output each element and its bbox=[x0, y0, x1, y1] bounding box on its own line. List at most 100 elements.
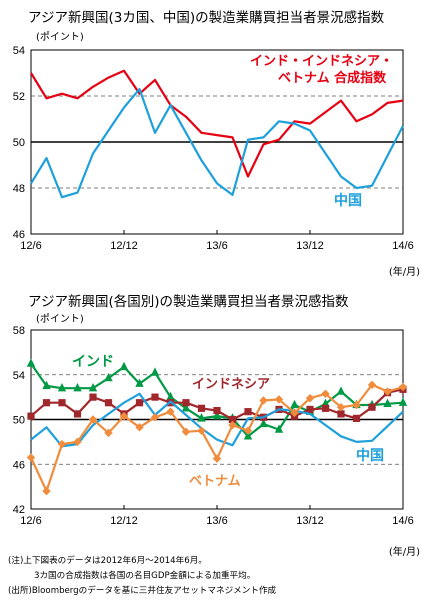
chart1-ytick: 48 bbox=[13, 183, 25, 195]
chart2-series-3-point bbox=[166, 407, 175, 416]
chart1-title: アジア新興国(3カ国、中国)の製造業購買担当者景況感指数 bbox=[28, 10, 385, 26]
chart2-series-0-point bbox=[104, 372, 113, 382]
chart1-plot: 46 48 50 52 54 12/6 12/12 13/6 13/12 14/6 インド・インドネ… bbox=[13, 45, 414, 252]
chart2-series-3-point bbox=[228, 420, 237, 430]
note-source: (出所)Bloombergのデータを基に三井住友アセットマネジメント作成 bbox=[8, 586, 277, 596]
chart1-xtick: 14/6 bbox=[392, 240, 413, 252]
chart2-series-0-point bbox=[383, 398, 392, 408]
chart2-series-3-point bbox=[135, 423, 144, 432]
chart2-series-1-point bbox=[89, 393, 97, 401]
chart2-xtick: 12/12 bbox=[110, 515, 138, 527]
chart2-label-indonesia: インドネシア bbox=[192, 377, 270, 392]
chart1-label-china: 中国 bbox=[334, 192, 362, 209]
chart2-series-1-point bbox=[368, 403, 376, 411]
chart2-series-3-point bbox=[212, 454, 222, 463]
chart2-series-0-point bbox=[197, 413, 206, 422]
chart2-series-0-point bbox=[398, 397, 408, 406]
chart2-series-3-point bbox=[73, 437, 82, 447]
chart2-series-3-point bbox=[352, 400, 361, 410]
chart2-series-3-point bbox=[42, 486, 51, 496]
chart2-series-3-point bbox=[383, 387, 392, 396]
chart1-series-0-line bbox=[30, 69, 404, 178]
chart1-y-unit: (ポイント) bbox=[36, 32, 84, 43]
chart2-series-1-point bbox=[42, 399, 51, 407]
chart2-series-1-point bbox=[197, 404, 206, 412]
chart2-series-1-point bbox=[244, 408, 252, 416]
chart2-series-0-point bbox=[119, 361, 129, 371]
chart1-xtick: 12/6 bbox=[20, 240, 41, 252]
chart2-series-1-point bbox=[337, 410, 345, 418]
chart2-series-3-point bbox=[119, 411, 129, 421]
chart2-series-3-point bbox=[197, 426, 206, 435]
chart2-series-3-point bbox=[243, 426, 253, 435]
chart2-ytick: 54 bbox=[13, 370, 25, 382]
chart1-xtick: 13/12 bbox=[296, 240, 324, 252]
chart2-series-3-point bbox=[398, 382, 408, 392]
chart2-series-0-point bbox=[290, 399, 299, 409]
chart2-series-1-point bbox=[213, 406, 221, 415]
chart2-series-1-point bbox=[104, 399, 113, 407]
chart2-xtick: 12/6 bbox=[20, 515, 41, 527]
chart2-series-3-point bbox=[104, 428, 113, 438]
chart2-series-0-point bbox=[259, 418, 268, 428]
chart2-series-3-point bbox=[26, 453, 36, 462]
chart2-series-3-point bbox=[305, 394, 315, 403]
chart2-series-3-point bbox=[321, 389, 330, 398]
chart2-xtick: 13/12 bbox=[296, 515, 324, 527]
chart1-x-unit: (年/月) bbox=[388, 267, 420, 278]
chart1-ytick: 54 bbox=[13, 45, 25, 57]
chart1-label-asia-line1: インド・インドネシア・ bbox=[250, 54, 393, 69]
chart2-series-1-point bbox=[182, 399, 190, 407]
chart2-series-2-line bbox=[30, 392, 404, 448]
chart2-y-unit: (ポイント) bbox=[36, 314, 84, 325]
chart2-series-0-point bbox=[135, 378, 144, 387]
chart2-series-3-point bbox=[367, 380, 377, 390]
chart2-series-0-point bbox=[243, 431, 253, 440]
chart2-series-0-point bbox=[336, 386, 346, 395]
chart2-label-vietnam: ベトナム bbox=[189, 474, 241, 489]
chart2-series-1-point bbox=[135, 399, 144, 407]
chart2-series-0-point bbox=[274, 424, 284, 433]
chart2-series-1-point bbox=[27, 412, 35, 420]
chart2-series-0-point bbox=[150, 367, 160, 376]
note-weighting: 3カ国の合成指数は各国の名目GDP金額による加重平均。 bbox=[34, 571, 256, 581]
chart1-label-asia-line2: ベトナム 合成指数 bbox=[278, 70, 387, 86]
chart2-series-0-point bbox=[26, 358, 36, 367]
chart2-ytick: 46 bbox=[13, 459, 25, 471]
chart2-title: アジア新興国(各国別)の製造業購買担当者景況感指数 bbox=[28, 294, 349, 310]
chart2-series-3-point bbox=[88, 415, 98, 424]
chart2-series-0-point bbox=[212, 410, 222, 420]
chart2-series-3-point bbox=[336, 402, 346, 412]
chart2-series-3-point bbox=[150, 413, 160, 422]
chart2-series-1-point bbox=[352, 414, 361, 422]
chart1-ytick: 50 bbox=[13, 137, 25, 149]
chart2-x-unit: (年/月) bbox=[388, 547, 420, 558]
chart2-ytick: 58 bbox=[13, 325, 25, 337]
chart2-series-1-point bbox=[306, 405, 314, 414]
chart2-series-1-point bbox=[58, 399, 66, 407]
chart2-series-0-point bbox=[73, 382, 82, 392]
chart2-series-1-point bbox=[73, 410, 82, 418]
chart2-series-0-point bbox=[181, 403, 191, 412]
chart2-series-3-point bbox=[57, 439, 67, 449]
chart1-series-1-line bbox=[30, 87, 404, 199]
chart2-series-3-point bbox=[274, 395, 284, 404]
chart2-xtick: 13/6 bbox=[206, 515, 227, 527]
chart1-xtick: 12/12 bbox=[110, 240, 138, 252]
chart1-xtick: 13/6 bbox=[206, 240, 227, 252]
chart2-ytick: 50 bbox=[13, 415, 25, 427]
chart2-series-3-point bbox=[259, 396, 268, 405]
chart2-series-0-point bbox=[88, 382, 98, 392]
chart2-label-china: 中国 bbox=[356, 447, 384, 464]
chart2-series-1-point bbox=[321, 404, 330, 412]
chart2-series-1-point bbox=[228, 415, 237, 424]
note-period: (注)上下図表のデータは2012年6月～2014年6月。 bbox=[8, 556, 207, 566]
footnotes: (注)上下図表のデータは2012年6月～2014年6月。 3カ国の合成指数は各国… bbox=[8, 554, 276, 599]
chart1-ytick: 52 bbox=[13, 91, 25, 103]
chart2-series-3-point bbox=[181, 427, 191, 437]
chart2-label-india: インド bbox=[72, 354, 114, 370]
chart2-series-0-point bbox=[166, 391, 175, 401]
chart2-series-1-point bbox=[151, 393, 159, 401]
chart2-xtick: 14/6 bbox=[392, 515, 413, 527]
